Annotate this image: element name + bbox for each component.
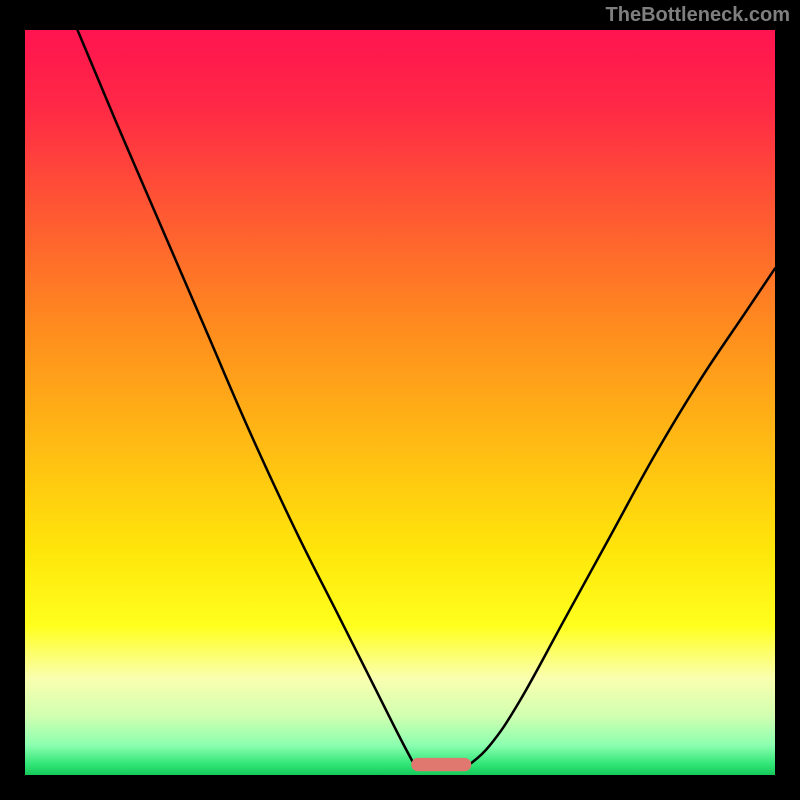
valley-marker: [411, 758, 471, 771]
chart-frame: TheBottleneck.com: [0, 0, 800, 800]
chart-svg: [25, 30, 775, 775]
plot-area: [25, 30, 775, 775]
gradient-background: [25, 30, 775, 775]
watermark-text: TheBottleneck.com: [606, 4, 790, 27]
